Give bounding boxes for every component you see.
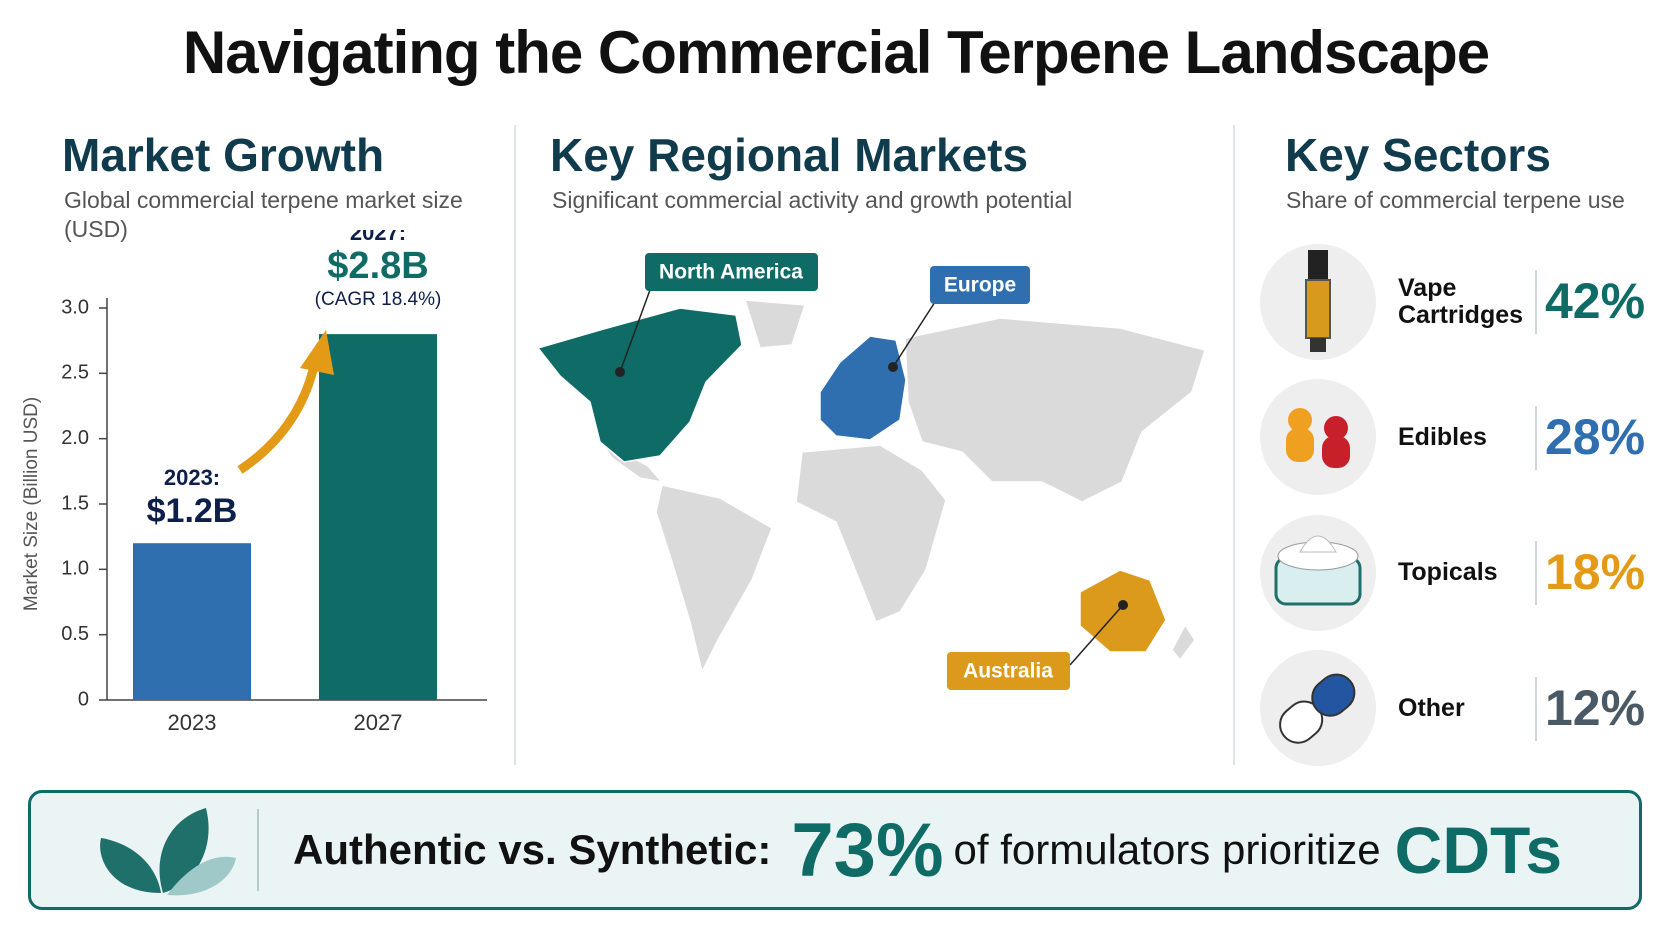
- panel-subtitle: Global commercial terpene market size (U…: [64, 187, 463, 242]
- divider: [1535, 270, 1537, 334]
- world-map: North America Europe Australia: [536, 253, 1206, 690]
- banner-highlight: 73%: [791, 807, 944, 893]
- asia: [904, 317, 1206, 503]
- banner-text: Authentic vs. Synthetic: 73% of formulat…: [293, 793, 1562, 907]
- label-box: [645, 253, 818, 291]
- leaders: [619, 289, 1124, 666]
- leader-line: [892, 301, 936, 368]
- panel-subtitle: Share of commercial terpene use: [1286, 187, 1625, 213]
- icon-part: [1288, 408, 1312, 432]
- icon-part: [1305, 279, 1331, 339]
- icon-part: [1311, 673, 1356, 717]
- sector-name: Edibles: [1398, 422, 1487, 451]
- gummy-icon: [1286, 408, 1350, 468]
- region-australia: [1079, 569, 1167, 653]
- marker: [888, 362, 898, 372]
- y-tick-label: 1.5: [61, 492, 89, 514]
- icon-part: [1308, 250, 1328, 280]
- label-box: [947, 652, 1070, 690]
- region-label: Europe: [944, 274, 1016, 297]
- icon-part: [1286, 428, 1314, 462]
- icon-part: [1322, 436, 1350, 468]
- banner-text-body: of formulators prioritize: [953, 826, 1381, 873]
- leaf: [159, 808, 209, 893]
- land: [599, 299, 1206, 675]
- y-tick-label: 2.0: [61, 427, 89, 449]
- y-tick-label: 3.0: [61, 296, 89, 318]
- region-label: Australia: [963, 660, 1053, 683]
- marker: [615, 367, 625, 377]
- banner-emphasis: CDTs: [1394, 813, 1563, 887]
- divider: [1535, 541, 1537, 605]
- divider: [1233, 125, 1235, 765]
- panel-title: Key Regional Markets: [550, 129, 1029, 181]
- icon-part: [1324, 416, 1348, 440]
- page-title: Navigating the Commercial Terpene Landsc…: [182, 19, 1490, 86]
- new-zealand: [1171, 623, 1196, 662]
- divider: [1535, 676, 1537, 741]
- sector-icons: [1260, 244, 1376, 766]
- banner: Authentic vs. Synthetic: 73% of formulat…: [28, 790, 1642, 910]
- greenland: [743, 299, 807, 349]
- sector-share: 42%: [1545, 273, 1646, 329]
- region-europe: [819, 335, 907, 441]
- bar-chart: 0 0.5 1.0 1.5 2.0 2.5 3.0 Market Size (Billion …: [21, 230, 487, 735]
- sector-share: 28%: [1545, 408, 1646, 465]
- africa: [795, 444, 947, 623]
- icon-circle: [1260, 379, 1376, 495]
- leaf: [100, 838, 161, 893]
- cream-icon: [1274, 535, 1362, 606]
- region-north-america: [536, 307, 743, 463]
- divider: [514, 125, 516, 765]
- leader-line: [1069, 604, 1124, 666]
- leader-line: [619, 289, 651, 373]
- leaf-icon: [100, 808, 236, 896]
- sector-name: Vape Cartridges: [1398, 274, 1524, 329]
- arrow-head: [300, 330, 334, 375]
- annotation: (CAGR 18.4%): [315, 289, 442, 310]
- y-tick-label: 0.5: [61, 623, 89, 645]
- banner-lead: Authentic vs. Synthetic:: [293, 826, 772, 873]
- leaf: [167, 856, 236, 896]
- divider: [1535, 405, 1537, 470]
- sector-name: Topicals: [1398, 558, 1498, 586]
- south-america: [655, 484, 773, 675]
- value-label-prefix: 2027:: [350, 230, 406, 245]
- y-tick-label: 0: [78, 688, 89, 710]
- value-label: $2.8B: [327, 245, 428, 287]
- icon-part: [1299, 535, 1337, 553]
- value-label: $1.2B: [147, 492, 238, 530]
- panel-subtitle: Significant commercial activity and grow…: [552, 187, 1073, 213]
- marker: [1118, 600, 1128, 610]
- panel-title: Key Sectors: [1285, 129, 1551, 181]
- x-tick-label: 2027: [354, 710, 403, 735]
- sector-share: 12%: [1545, 679, 1646, 736]
- y-tick-label: 1.0: [61, 558, 89, 580]
- y-axis-label: Market Size (Billion USD): [21, 397, 42, 611]
- bar: [319, 334, 437, 700]
- dots: [615, 362, 1128, 610]
- x-tick-label: 2023: [168, 710, 217, 735]
- sector-share: 18%: [1545, 544, 1646, 600]
- value-label-prefix: 2023:: [164, 465, 220, 490]
- label-box: [930, 266, 1030, 304]
- divider: [257, 809, 259, 891]
- bar: [133, 543, 251, 700]
- panel-title: Market Growth: [62, 129, 385, 181]
- icon-part: [1310, 338, 1326, 352]
- pill-icon: [1279, 673, 1356, 744]
- sector-name: Other: [1398, 693, 1465, 722]
- y-tick-label: 2.5: [61, 362, 89, 384]
- growth-arrow: [237, 361, 320, 474]
- region-label: North America: [659, 261, 803, 284]
- vape-icon: [1305, 250, 1331, 352]
